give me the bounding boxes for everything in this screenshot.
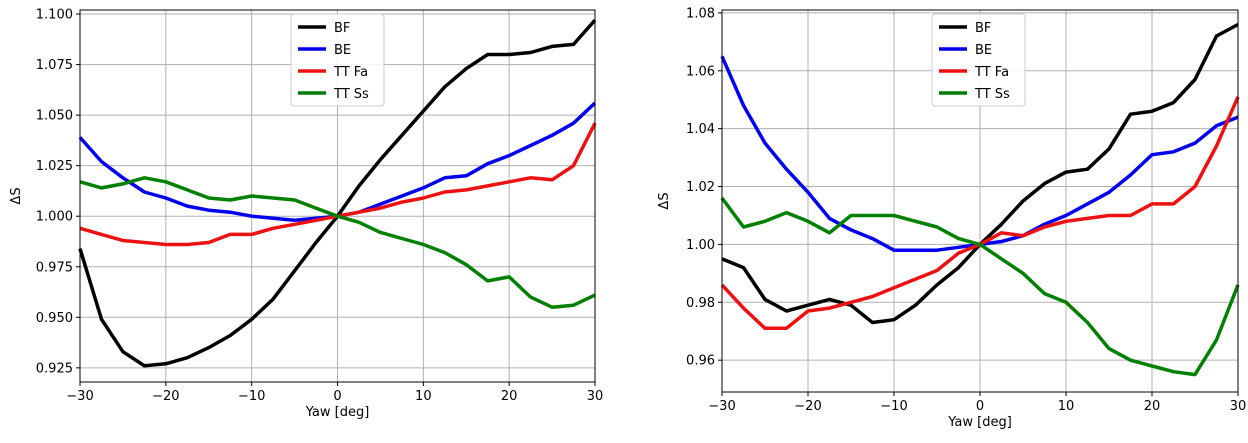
legend-label: BF xyxy=(334,21,350,36)
x-tick-label: 30 xyxy=(1230,399,1247,414)
x-tick-label: −20 xyxy=(794,399,821,414)
chart-1: −30 −20 −10 0 10 20 30 0.925 0.950 0.975 1.000 1.02… xyxy=(9,8,603,420)
y-tick-label: 1.06 xyxy=(686,64,715,79)
legend-label: BE xyxy=(975,43,992,58)
legend-label: TT Ss xyxy=(333,87,369,102)
legend-box xyxy=(290,13,385,107)
y-tick-label: 1.04 xyxy=(686,122,715,137)
chart-2: −30 −20 −10 0 10 20 30 0.96 0.98 1.00 1.02 1.04 1.06… xyxy=(657,6,1246,430)
x-tick-label: 10 xyxy=(1058,399,1075,414)
x-axis-label: Yaw [deg] xyxy=(305,405,370,420)
y-tick-label: 0.98 xyxy=(686,296,715,311)
x-tick-label: −10 xyxy=(238,389,265,404)
y-tick-label: 1.075 xyxy=(36,58,73,73)
y-tick-label: 1.100 xyxy=(36,8,73,23)
y-tick-label: 0.950 xyxy=(36,311,73,326)
y-tick-label: 1.050 xyxy=(36,109,73,124)
y-tick-label: 1.025 xyxy=(36,159,73,174)
y-tick-label: 0.925 xyxy=(36,361,73,376)
x-axis-label: Yaw [deg] xyxy=(947,415,1012,430)
legend-label: TT Ss xyxy=(974,87,1010,102)
x-tick-label: 20 xyxy=(501,389,518,404)
y-tick-label: 1.08 xyxy=(686,6,715,21)
y-tick-label: 1.02 xyxy=(686,180,715,195)
legend-label: TT Fa xyxy=(974,65,1009,80)
x-tick-label: −20 xyxy=(152,389,179,404)
x-tick-label: 0 xyxy=(976,399,984,414)
x-tick-label: −10 xyxy=(880,399,907,414)
series-line-tt-ss xyxy=(79,176,596,309)
x-tick-label: 0 xyxy=(333,389,341,404)
x-tick-label: −30 xyxy=(708,399,735,414)
legend: BF BE TT Fa TT Ss xyxy=(290,13,385,107)
y-tick-label: 1.000 xyxy=(36,210,73,225)
y-tick-label: 0.96 xyxy=(686,354,715,369)
legend-label: BF xyxy=(975,21,991,36)
legend-label: TT Fa xyxy=(333,65,368,80)
legend: BF BE TT Fa TT Ss xyxy=(931,13,1026,107)
y-axis-label: ΔS xyxy=(9,187,24,204)
legend-label: BE xyxy=(334,43,351,58)
x-tick-label: 30 xyxy=(587,389,604,404)
x-tick-label: −30 xyxy=(66,389,93,404)
x-tick-label: 20 xyxy=(1144,399,1161,414)
series-line-tt-ss xyxy=(720,197,1240,377)
y-axis-label: ΔS xyxy=(657,192,672,209)
y-tick-label: 1.00 xyxy=(686,238,715,253)
x-tick-label: 10 xyxy=(415,389,432,404)
legend-box xyxy=(931,13,1026,107)
y-tick-label: 0.975 xyxy=(36,260,73,275)
